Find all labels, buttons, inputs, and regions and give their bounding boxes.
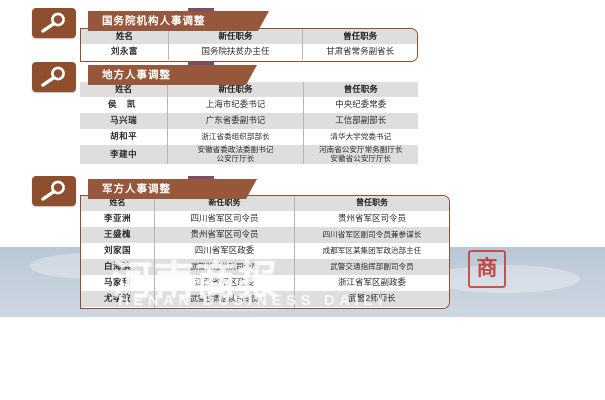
cell-former-post: 浙江省军区副政委: [293, 275, 449, 291]
cell-name: 尤孝波: [81, 291, 155, 307]
magnifier-glyph: [41, 66, 65, 87]
cell-new-post: 四川省军区司令员: [154, 211, 295, 227]
cell-former-post: 工信部副部长: [302, 113, 418, 129]
cell-name: 刘家国: [81, 243, 155, 259]
table-row: 刘永富 国务院扶贫办主任 甘肃省常务副省长: [81, 44, 417, 60]
cell-name: 李建中: [80, 145, 168, 165]
cell-new-post: 贵州省军区司令员: [154, 227, 295, 243]
section-table-card: 姓名 新任职务 曾任职务 刘永富 国务院扶贫办主任 甘肃省常务副省长: [80, 28, 418, 62]
section-title-banner: 国务院机构人事调整: [88, 11, 269, 31]
cell-name: 王盛槐: [81, 227, 155, 243]
cell-new-post: 武警甘肃总队司令员: [154, 291, 295, 307]
col-header-new-post: 新任职务: [167, 29, 303, 44]
cell-new-post: 安徽省委政法委副书记 公安厅厅长: [167, 145, 304, 165]
table-row: 刘家国 四川省军区政委 成都军区某集团军政治部主任: [81, 243, 449, 259]
table-header-row: 姓名 新任职务 曾任职务: [81, 29, 417, 44]
table-row: 胡和平 浙江省委组织部部长 清华大学党委书记: [80, 129, 418, 145]
cell-new-post: 江西省军区政委: [154, 275, 295, 291]
cell-former-post: 武警黑龙江总队副司令员: [293, 307, 449, 308]
col-header-new-post: 新任职务: [154, 196, 295, 211]
cell-name: 马家利: [81, 275, 155, 291]
table-row: 尤孝波 武警甘肃总队司令员 武警2师师长: [81, 291, 449, 307]
magnifier-icon: [32, 8, 76, 38]
cell-new-post: 武警黑龙江总队司令员: [154, 307, 295, 308]
table-row: 马家利 江西省军区政委 浙江省军区副政委: [81, 275, 449, 291]
col-header-former-post: 曾任职务: [302, 29, 417, 44]
table-header-row: 姓名 新任职务 曾任职务: [81, 196, 449, 211]
table-row: 侯 凯 上海市纪委书记 中央纪委常委: [80, 97, 418, 113]
cell-new-post: 浙江省委组织部部长: [167, 129, 304, 145]
cell-former-post: 武警2师师长: [293, 291, 449, 307]
cell-former-post: 成都军区某集团军政治部主任: [293, 243, 449, 259]
table-row: 马兴瑞 广东省委副书记 工信部副部长: [80, 113, 418, 129]
magnifier-icon: [32, 176, 76, 206]
cell-new-post: 上海市纪委书记: [167, 97, 304, 113]
cell-former-post: 中央纪委常委: [302, 97, 418, 113]
magnifier-glyph: [41, 12, 65, 33]
personnel-table: 姓名 新任职务 曾任职务 侯 凯 上海市纪委书记 中央纪委常委 马兴瑞 广东省委…: [80, 82, 418, 165]
table-row: 李亚洲 四川省军区司令员 贵州省军区司令员: [81, 211, 449, 227]
col-header-name: 姓名: [81, 196, 155, 211]
cell-name: 马兴瑞: [80, 113, 168, 129]
cell-new-post: 国务院扶贫办主任: [167, 44, 303, 60]
cell-name: 李亚洲: [81, 211, 155, 227]
cell-new-post: 武警浙江总队司令员: [154, 259, 295, 275]
magnifier-icon: [32, 62, 76, 92]
cell-name: 刘永富: [81, 44, 169, 60]
cell-name: 胡和平: [80, 129, 168, 145]
cell-former-post: 甘肃省常务副省长: [302, 44, 417, 60]
table-row: 李建中 安徽省委政法委副书记 公安厅厅长 河南省公安厅常务副厅长 安徽省公安厅厅长: [80, 145, 418, 165]
cell-name: 侯 凯: [80, 97, 168, 113]
col-header-former-post: 曾任职务: [293, 196, 449, 211]
section-table-card: 姓名 新任职务 曾任职务 李亚洲 四川省军区司令员 贵州省军区司令员 王盛槐 贵…: [80, 195, 450, 309]
cell-new-post: 广东省委副书记: [167, 113, 304, 129]
cell-name: 杨立新: [81, 307, 155, 308]
personnel-table: 姓名 新任职务 曾任职务 李亚洲 四川省军区司令员 贵州省军区司令员 王盛槐 贵…: [81, 196, 449, 308]
col-header-former-post: 曾任职务: [302, 82, 418, 97]
cell-new-post: 四川省军区政委: [154, 243, 295, 259]
section-title-banner: 地方人事调整: [88, 65, 257, 85]
col-header-new-post: 新任职务: [167, 82, 304, 97]
cell-former-post: 四川省军区副司令员兼参谋长: [293, 227, 449, 243]
section-table-card: 姓名 新任职务 曾任职务 侯 凯 上海市纪委书记 中央纪委常委 马兴瑞 广东省委…: [80, 82, 418, 175]
table-row: 白海滨 武警浙江总队司令员 武警交通指挥部副司令员: [81, 259, 449, 275]
magnifier-glyph: [41, 180, 65, 201]
cell-former-post: 贵州省军区司令员: [293, 211, 449, 227]
section-title-banner: 军方人事调整: [88, 179, 257, 199]
personnel-table: 姓名 新任职务 曾任职务 刘永富 国务院扶贫办主任 甘肃省常务副省长: [81, 29, 417, 60]
col-header-name: 姓名: [80, 82, 168, 97]
cell-former-post: 清华大学党委书记: [302, 129, 418, 145]
col-header-name: 姓名: [81, 29, 169, 44]
table-row: 杨立新 武警黑龙江总队司令员 武警黑龙江总队副司令员: [81, 307, 449, 308]
table-row: 王盛槐 贵州省军区司令员 四川省军区副司令员兼参谋长: [81, 227, 449, 243]
table-header-row: 姓名 新任职务 曾任职务: [80, 82, 418, 97]
cell-former-post: 武警交通指挥部副司令员: [293, 259, 449, 275]
cell-name: 白海滨: [81, 259, 155, 275]
cell-former-post: 河南省公安厅常务副厅长 安徽省公安厅厅长: [302, 145, 418, 165]
